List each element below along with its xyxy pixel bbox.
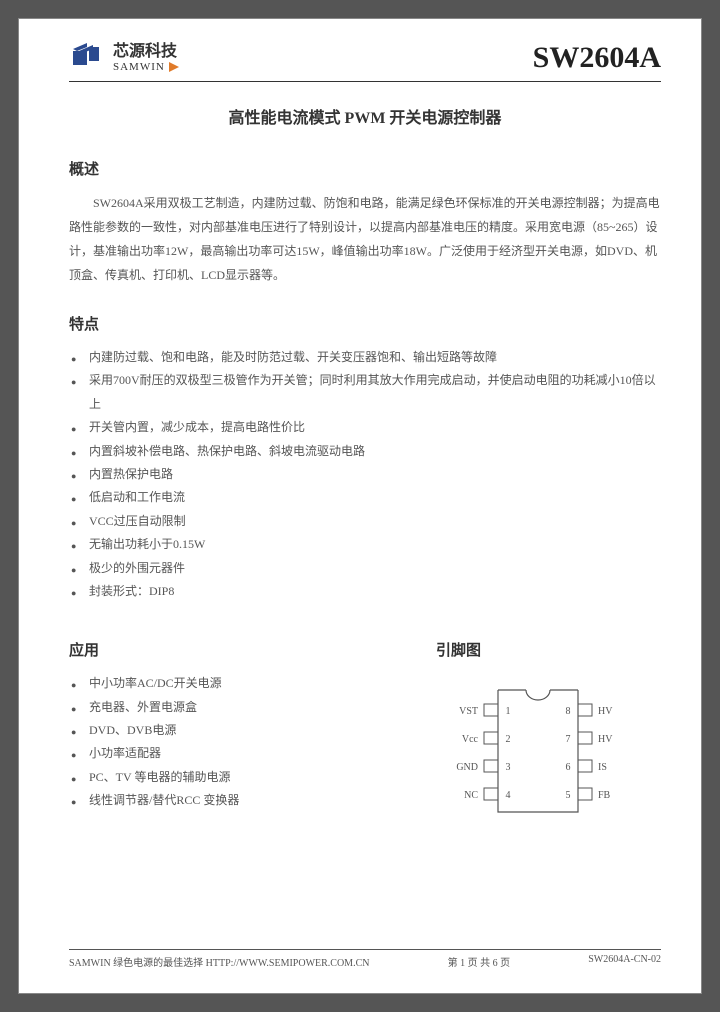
application-item: DVD、DVB电源 (69, 719, 416, 742)
application-item: 小功率适配器 (69, 742, 416, 765)
application-item: 中小功率AC/DC开关电源 (69, 672, 416, 695)
pinout-diagram: 1 VST 2 Vcc 3 GND 4 NC 8 HV 7 HV 6 IS 5 FB (436, 674, 661, 829)
feature-item: 极少的外围元器件 (69, 557, 661, 580)
svg-text:4: 4 (506, 790, 511, 801)
feature-item: 内置热保护电路 (69, 463, 661, 486)
application-item: 充电器、外置电源盒 (69, 696, 416, 719)
feature-item: 采用700V耐压的双极型三极管作为开关管；同时利用其放大作用完成启动，并使启动电… (69, 369, 661, 416)
features-heading: 特点 (69, 313, 661, 334)
svg-text:IS: IS (598, 762, 607, 773)
document-title: 高性能电流模式 PWM 开关电源控制器 (69, 104, 661, 128)
svg-text:2: 2 (506, 734, 511, 745)
logo-icon (69, 43, 105, 73)
svg-text:HV: HV (598, 706, 613, 717)
svg-text:NC: NC (464, 790, 478, 801)
application-item: 线性调节器/替代RCC 变换器 (69, 789, 416, 812)
svg-text:8: 8 (566, 706, 571, 717)
svg-text:3: 3 (506, 762, 511, 773)
applications-list: 中小功率AC/DC开关电源充电器、外置电源盒DVD、DVB电源小功率适配器PC、… (69, 672, 416, 812)
applications-heading: 应用 (69, 639, 416, 660)
svg-text:7: 7 (566, 734, 571, 745)
logo-arrow-icon (169, 62, 183, 72)
svg-text:VST: VST (459, 706, 478, 717)
svg-text:Vcc: Vcc (462, 734, 479, 745)
svg-text:5: 5 (566, 790, 571, 801)
feature-item: 封装形式：DIP8 (69, 580, 661, 603)
logo-text-en: SAMWIN (113, 61, 183, 73)
feature-item: 低启动和工作电流 (69, 486, 661, 509)
footer-left: SAMWIN 绿色电源的最佳选择 HTTP://WWW.SEMIPOWER.CO… (69, 954, 369, 969)
footer-right: SW2604A-CN-02 (588, 954, 661, 969)
logo-text-cn: 芯源科技 (113, 43, 183, 61)
feature-item: 内置斜坡补偿电路、热保护电路、斜坡电流驱动电路 (69, 440, 661, 463)
application-item: PC、TV 等电器的辅助电源 (69, 766, 416, 789)
features-list: 内建防过载、饱和电路，能及时防范过载、开关变压器饱和、输出短路等故障采用700V… (69, 346, 661, 603)
part-number: SW2604A (533, 41, 661, 75)
svg-text:6: 6 (566, 762, 571, 773)
page-footer: SAMWIN 绿色电源的最佳选择 HTTP://WWW.SEMIPOWER.CO… (69, 949, 661, 969)
feature-item: 开关管内置，减少成本，提高电路性价比 (69, 416, 661, 439)
datasheet-page: 芯源科技 SAMWIN SW2604A 高性能电流模式 PWM 开关电源控制器 … (18, 18, 702, 994)
feature-item: 无输出功耗小于0.15W (69, 533, 661, 556)
svg-text:HV: HV (598, 734, 613, 745)
overview-heading: 概述 (69, 158, 661, 179)
svg-text:GND: GND (456, 762, 478, 773)
page-header: 芯源科技 SAMWIN SW2604A (69, 41, 661, 82)
feature-item: 内建防过载、饱和电路，能及时防范过载、开关变压器饱和、输出短路等故障 (69, 346, 661, 369)
pinout-heading: 引脚图 (436, 639, 661, 660)
company-logo: 芯源科技 SAMWIN (69, 43, 183, 73)
overview-text: SW2604A采用双极工艺制造，内建防过载、防饱和电路，能满足绿色环保标准的开关… (69, 191, 661, 287)
footer-center: 第 1 页 共 6 页 (448, 954, 511, 969)
svg-text:FB: FB (598, 790, 611, 801)
svg-text:1: 1 (506, 706, 511, 717)
feature-item: VCC过压自动限制 (69, 510, 661, 533)
